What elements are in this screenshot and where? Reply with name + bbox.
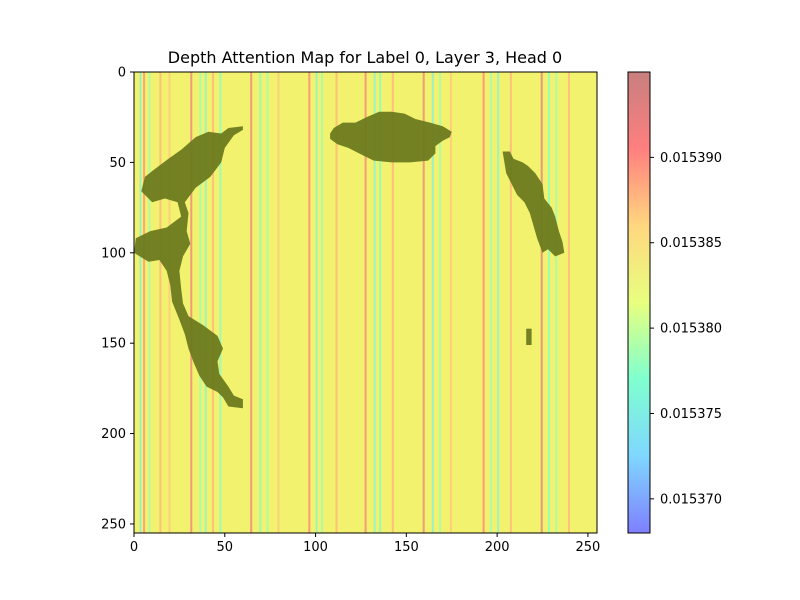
heatmap-stripe (379, 72, 382, 533)
heatmap-stripe (540, 72, 543, 533)
heatmap-stripe (555, 72, 558, 533)
chart-title: Depth Attention Map for Label 0, Layer 3… (168, 48, 562, 67)
heatmap-stripe (143, 72, 146, 533)
heatmap-stripe (277, 72, 280, 533)
heatmap-stripe (482, 72, 485, 533)
heatmap-stripe (567, 72, 570, 533)
heatmap-regions (134, 111, 565, 409)
heatmap-stripes (139, 72, 570, 533)
heatmap-stripe (266, 72, 269, 533)
heatmap-stripe (335, 72, 338, 533)
heatmap-stripe (259, 72, 262, 533)
heatmap-stripe (449, 72, 452, 533)
heatmap-stripe (391, 72, 394, 533)
heatmap-stripe (159, 72, 162, 533)
y-tick-label: 100 (101, 246, 126, 261)
heatmap-stripe (431, 72, 434, 533)
colorbar-tick-label: 0.015375 (660, 407, 722, 422)
heatmap-stripe (439, 72, 442, 533)
heatmap-stripe (373, 72, 376, 533)
x-tick-label: 200 (485, 540, 510, 555)
y-tick-label: 0 (118, 66, 126, 81)
heatmap-stripe (139, 72, 142, 533)
y-tick-label: 150 (101, 337, 126, 352)
y-tick-label: 250 (101, 517, 126, 532)
plot-frame (133, 71, 598, 534)
heatmap-dark-region (330, 111, 452, 163)
heatmap-dark-region (134, 126, 243, 409)
heatmap-stripe (509, 72, 512, 533)
heatmap-stripe (250, 72, 253, 533)
colorbar: 0.015370 0.015375 0.015380 0.015385 0.015390 (627, 71, 722, 534)
heatmap-stripe (308, 72, 311, 533)
colorbar-gradient (628, 72, 650, 533)
colorbar-tick-label: 0.015385 (660, 236, 722, 251)
heatmap-stripe (219, 72, 222, 533)
y-tick-label: 200 (101, 427, 126, 442)
heatmap-stripe (321, 72, 324, 533)
colorbar-tick-label: 0.015370 (660, 492, 722, 507)
heatmap-stripe (168, 72, 171, 533)
heatmap-stripe (199, 72, 202, 533)
heatmap-stripe (422, 72, 425, 533)
heatmap-dark-region (526, 328, 532, 345)
colorbar-frame (627, 71, 651, 534)
x-tick-label: 250 (576, 540, 601, 555)
heatmap-stripe (497, 72, 500, 533)
colorbar-ticks: 0.015370 0.015375 0.015380 0.015385 0.015390 (650, 151, 722, 507)
heatmap-stripe (190, 72, 193, 533)
heatmap-stripe (212, 72, 215, 533)
heatmap-stripe (204, 72, 207, 533)
heatmap-stripe (489, 72, 492, 533)
heatmap-stripe (547, 72, 550, 533)
heatmap-image (134, 72, 597, 533)
x-axis: 0 50 100 150 200 250 (130, 533, 600, 555)
x-tick-label: 100 (303, 540, 328, 555)
y-axis: 0 50 100 150 200 250 (101, 66, 134, 532)
x-tick-label: 0 (130, 540, 138, 555)
y-tick-label: 50 (109, 156, 126, 171)
heatmap-dark-region (502, 151, 565, 257)
colorbar-tick-label: 0.015390 (660, 151, 722, 166)
heatmap-stripe (315, 72, 318, 533)
colorbar-tick-label: 0.015380 (660, 322, 722, 337)
x-tick-label: 50 (217, 540, 234, 555)
x-tick-label: 150 (394, 540, 419, 555)
heatmap-stripe (148, 72, 151, 533)
heatmap-stripe (364, 72, 367, 533)
